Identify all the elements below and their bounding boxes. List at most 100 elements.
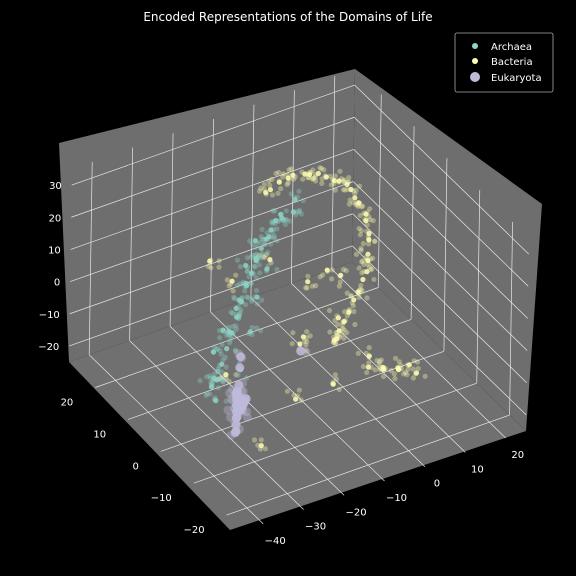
data-point-bacteria [348, 186, 354, 193]
z-tick-label: 20 [49, 213, 62, 224]
data-point-bacteria [344, 290, 350, 296]
data-point-bacteria [332, 187, 338, 193]
data-point-bacteria [367, 206, 373, 212]
data-point-archaea [262, 241, 268, 247]
data-point-bacteria [356, 294, 362, 300]
data-point-bacteria [285, 175, 291, 181]
data-point-archaea [208, 384, 214, 390]
data-point-archaea [259, 250, 265, 256]
data-point-bacteria [257, 446, 263, 452]
data-point-bacteria [352, 195, 358, 201]
data-point-bacteria [392, 376, 398, 382]
data-point-bacteria [278, 186, 284, 192]
data-point-bacteria [334, 313, 340, 319]
data-point-archaea [197, 378, 203, 384]
data-point-eukaryota [223, 405, 233, 415]
data-point-bacteria [351, 297, 357, 303]
data-point-archaea [211, 371, 218, 377]
grid-line-z-left-wall [69, 245, 353, 347]
data-point-archaea [236, 315, 242, 321]
data-point-bacteria [357, 232, 363, 238]
legend-marker-eukaryota [470, 72, 480, 82]
data-point-bacteria [406, 362, 412, 368]
data-point-bacteria [368, 364, 374, 370]
grid-line-y-wall [509, 222, 513, 416]
data-point-archaea [237, 310, 243, 316]
grid-line-x-wall [291, 90, 295, 284]
data-point-archaea [259, 252, 265, 258]
data-point-archaea [240, 279, 246, 285]
data-point-archaea [211, 376, 217, 382]
data-point-archaea [252, 264, 258, 270]
data-point-bacteria [345, 179, 351, 185]
data-point-bacteria [290, 330, 296, 336]
data-point-bacteria [374, 357, 380, 364]
data-point-archaea [277, 217, 284, 223]
data-point-bacteria [329, 276, 335, 282]
data-point-eukaryota [226, 412, 235, 422]
data-point-bacteria [357, 212, 363, 219]
data-point-bacteria [398, 362, 404, 368]
data-point-archaea [255, 255, 261, 261]
data-point-archaea [243, 262, 249, 269]
data-point-eukaryota [235, 392, 245, 402]
data-point-bacteria [233, 272, 239, 278]
data-point-eukaryota [226, 430, 236, 440]
data-point-eukaryota [234, 349, 244, 359]
data-point-bacteria [336, 283, 342, 289]
data-point-archaea [254, 240, 260, 246]
data-point-eukaryota [242, 407, 252, 417]
y-tick-label: −20 [183, 525, 204, 536]
data-point-bacteria [378, 357, 384, 363]
data-point-archaea [244, 267, 250, 274]
data-point-archaea [258, 234, 264, 240]
data-point-archaea [220, 327, 226, 333]
data-point-bacteria [334, 336, 340, 342]
data-point-archaea [227, 340, 233, 346]
data-point-bacteria [332, 317, 338, 324]
data-point-archaea [208, 375, 214, 381]
z-tick-label: −10 [39, 310, 60, 321]
z-tick-label: 0 [54, 278, 60, 289]
data-point-bacteria [396, 359, 402, 365]
data-point-eukaryota [296, 346, 306, 356]
data-point-bacteria [262, 254, 268, 260]
data-point-bacteria [311, 175, 317, 181]
data-point-bacteria [341, 266, 347, 273]
data-point-bacteria [280, 171, 286, 177]
data-point-archaea [217, 362, 223, 368]
data-point-bacteria [330, 379, 336, 385]
data-point-bacteria [207, 258, 213, 264]
data-point-bacteria [359, 259, 365, 265]
data-point-archaea [291, 194, 298, 201]
data-point-bacteria [366, 360, 372, 366]
data-point-bacteria [258, 437, 264, 443]
data-point-archaea [249, 331, 255, 338]
data-point-bacteria [398, 365, 405, 372]
scatter-points [197, 165, 428, 452]
data-point-bacteria [353, 187, 359, 193]
data-point-archaea [219, 369, 225, 375]
data-point-bacteria [413, 371, 419, 377]
data-point-archaea [213, 398, 219, 404]
data-point-archaea [269, 220, 275, 226]
data-point-bacteria [350, 200, 356, 206]
data-point-archaea [226, 332, 232, 338]
data-point-archaea [220, 329, 226, 335]
data-point-bacteria [305, 279, 311, 285]
data-point-eukaryota [233, 391, 243, 401]
data-point-eukaryota [242, 412, 252, 422]
data-point-archaea [271, 233, 277, 239]
data-point-archaea [243, 280, 249, 286]
data-point-bacteria [307, 333, 313, 339]
data-point-eukaryota [238, 378, 248, 388]
data-point-bacteria [343, 268, 349, 274]
data-point-bacteria [293, 396, 299, 402]
y-tick-label: 20 [61, 398, 74, 409]
data-point-bacteria [366, 354, 372, 360]
data-point-bacteria [263, 191, 269, 197]
data-point-archaea [253, 255, 259, 262]
data-point-bacteria [356, 200, 362, 206]
data-point-bacteria [284, 181, 290, 188]
